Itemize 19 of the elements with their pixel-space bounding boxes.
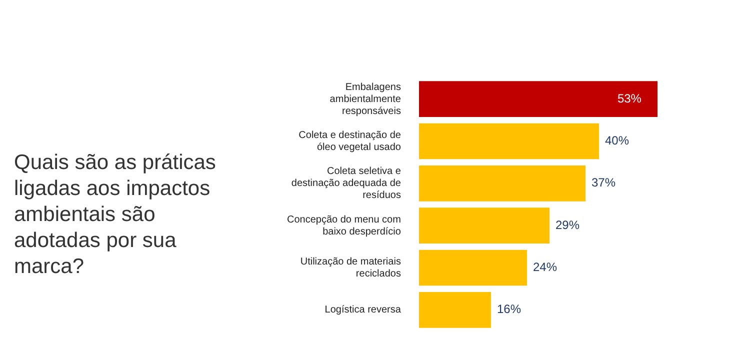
y-tick-label: Concepção do menu com baixo desperdício bbox=[286, 214, 402, 238]
y-tick-label: Coleta seletiva e destinação adequada de resíduos bbox=[291, 166, 402, 202]
data-label: 37% bbox=[591, 176, 616, 190]
y-tick-label: Embalagens ambientalmente responsáveis bbox=[330, 82, 402, 117]
bar bbox=[418, 81, 658, 118]
data-label: 16% bbox=[496, 302, 522, 316]
bar bbox=[418, 292, 491, 328]
bar bbox=[418, 165, 586, 202]
bar bbox=[418, 250, 527, 286]
data-label: 53% bbox=[617, 91, 642, 106]
data-label: 24% bbox=[532, 260, 558, 274]
y-tick-label: Utilização de materiais reciclados bbox=[300, 256, 401, 280]
data-label: 40% bbox=[604, 134, 630, 148]
text: Quais são as práticas ligadas aos impactos ambientais são adotadas por sua marca? bbox=[14, 150, 217, 280]
data-label: 29% bbox=[555, 218, 580, 232]
bar bbox=[418, 123, 599, 160]
y-tick-label: Coleta e destinação de óleo vegetal usado bbox=[298, 130, 402, 153]
bar bbox=[418, 208, 550, 244]
y-tick-label: Logística reversa bbox=[324, 304, 402, 316]
